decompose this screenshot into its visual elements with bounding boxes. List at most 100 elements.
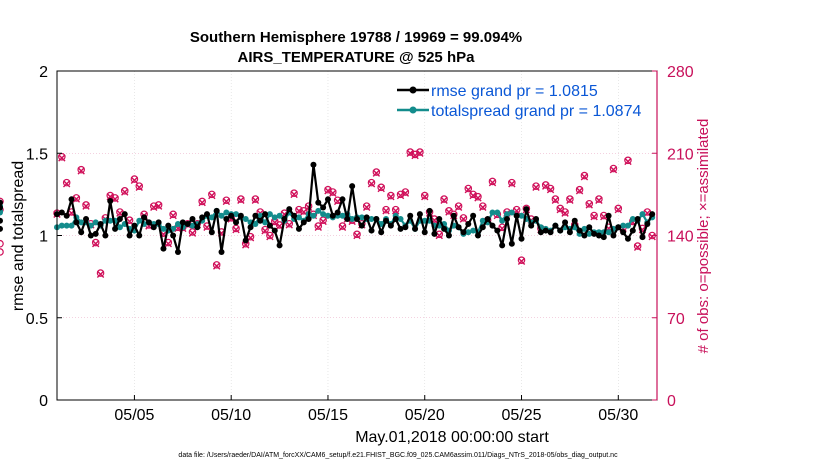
totalspread-data-point <box>339 212 346 219</box>
obs-assimilated-point <box>367 180 376 188</box>
rmse-data-point <box>97 220 104 227</box>
x-tick-label: 05/30 <box>598 407 638 424</box>
obs-possible-point <box>222 196 231 205</box>
obs-assimilated-point <box>532 183 540 192</box>
rmse-data-point <box>131 222 138 229</box>
obs-assimilated-point <box>517 257 526 266</box>
totalspread-data-point <box>208 214 215 221</box>
obs-assimilated-point <box>285 221 293 229</box>
rmse-data-point <box>368 227 375 234</box>
totalspread-data-point <box>218 212 225 219</box>
rmse-data-point <box>537 229 544 236</box>
obs-assimilated-point <box>353 231 361 240</box>
rmse-data-point <box>58 209 65 216</box>
obs-assimilated-point <box>387 193 395 201</box>
obs-possible-point <box>541 181 550 189</box>
obs-assimilated-point <box>362 203 371 211</box>
obs-assimilated-point <box>406 149 414 157</box>
obs-possible-point <box>387 191 395 200</box>
totalspread-data-point <box>310 212 317 219</box>
rmse-data-point <box>523 206 530 213</box>
obs-assimilated-point <box>77 167 85 175</box>
rmse-data-point <box>174 248 181 255</box>
obs-assimilated-point <box>154 202 163 210</box>
rmse-data-point <box>276 242 283 249</box>
totalspread-data-point <box>116 224 123 231</box>
rmse-data-point <box>586 224 593 231</box>
obs-assimilated-point <box>440 196 448 204</box>
obs-assimilated-point <box>82 202 90 210</box>
obs-possible-point <box>0 205 4 214</box>
obs-assimilated-point <box>382 207 390 215</box>
totalspread-data-point <box>0 209 3 216</box>
obs-possible-point <box>130 175 139 183</box>
obs-possible-point <box>595 195 603 203</box>
obs-assimilated-point <box>392 207 400 215</box>
rmse-data-point <box>373 216 380 223</box>
obs-assimilated-point <box>566 196 574 204</box>
rmse-data-point <box>581 232 588 239</box>
rmse-data-point <box>494 227 501 234</box>
rmse-data-point <box>295 225 302 232</box>
rmse-data-point <box>595 232 602 239</box>
totalspread-data-point <box>358 214 365 221</box>
obs-assimilated-point <box>58 154 66 162</box>
obs-possible-point <box>261 225 269 234</box>
obs-assimilated-point <box>575 187 584 195</box>
rmse-data-point <box>450 212 457 219</box>
rmse-data-point <box>78 229 85 236</box>
obs-assimilated-point <box>508 180 516 188</box>
y2-tick-label: 70 <box>667 311 685 328</box>
totalspread-data-point <box>320 211 327 218</box>
rmse-data-point <box>426 207 433 214</box>
rmse-data-point <box>121 211 128 218</box>
rmse-data-point <box>562 219 569 226</box>
data-file-footnote: data file: /Users/raeder/DAI/ATM_forcXX/… <box>178 452 618 459</box>
rmse-data-point <box>102 232 109 239</box>
rmse-data-point <box>649 211 656 218</box>
y-tick-label: 1 <box>39 229 48 246</box>
y2-tick-label: 140 <box>667 229 694 246</box>
rmse-data-point <box>416 211 423 218</box>
rmse-data-point <box>479 224 486 231</box>
rmse-data-point <box>460 229 467 236</box>
obs-possible-point <box>91 238 100 247</box>
rmse-data-point <box>329 212 336 219</box>
axis-ticks: 0 0.5 1 1.5 2 0 70 140 210 280 05/05 05/10 05/15 05/2… <box>26 64 694 424</box>
obs-possible-point <box>212 261 221 269</box>
rmse-data-point <box>634 216 641 223</box>
rmse-data-point <box>194 224 201 231</box>
obs-assimilated-point <box>479 203 487 211</box>
rmse-data-point <box>112 225 119 232</box>
y2-axis-label: # of obs: o=possible; ×=assimilated <box>695 119 712 354</box>
obs-possible-point <box>585 199 594 208</box>
rmse-data-point <box>349 183 356 190</box>
obs-possible-point <box>488 177 497 186</box>
obs-assimilated-point <box>232 225 240 234</box>
rmse-data-point <box>184 220 191 227</box>
obs-assimilated-point <box>212 262 221 270</box>
totalspread-data-point <box>489 209 496 216</box>
rmse-data-point <box>610 232 617 239</box>
obs-possible-point <box>479 202 487 210</box>
rmse-data-point <box>116 216 123 223</box>
obs-assimilated-point <box>648 232 656 241</box>
obs-possible-point <box>362 202 371 210</box>
obs-possible-point <box>188 228 197 236</box>
rmse-data-point <box>0 225 3 232</box>
obs-assimilated-point <box>222 197 231 206</box>
obs-assimilated-point <box>319 217 327 226</box>
rmse-data-point <box>199 214 206 221</box>
rmse-data-point <box>291 212 298 219</box>
totalspread-data-point <box>581 225 588 232</box>
obs-assimilated-point <box>585 201 593 209</box>
rmse-data-point <box>474 232 481 239</box>
obs-possible-point <box>517 256 526 264</box>
x-tick-label: 05/20 <box>405 407 445 424</box>
rmse-data-point <box>533 216 540 223</box>
obs-assimilated-point <box>188 229 197 237</box>
obs-possible-point <box>237 195 245 203</box>
obs-assimilated-point <box>198 198 206 207</box>
obs-assimilated-point <box>411 151 419 160</box>
